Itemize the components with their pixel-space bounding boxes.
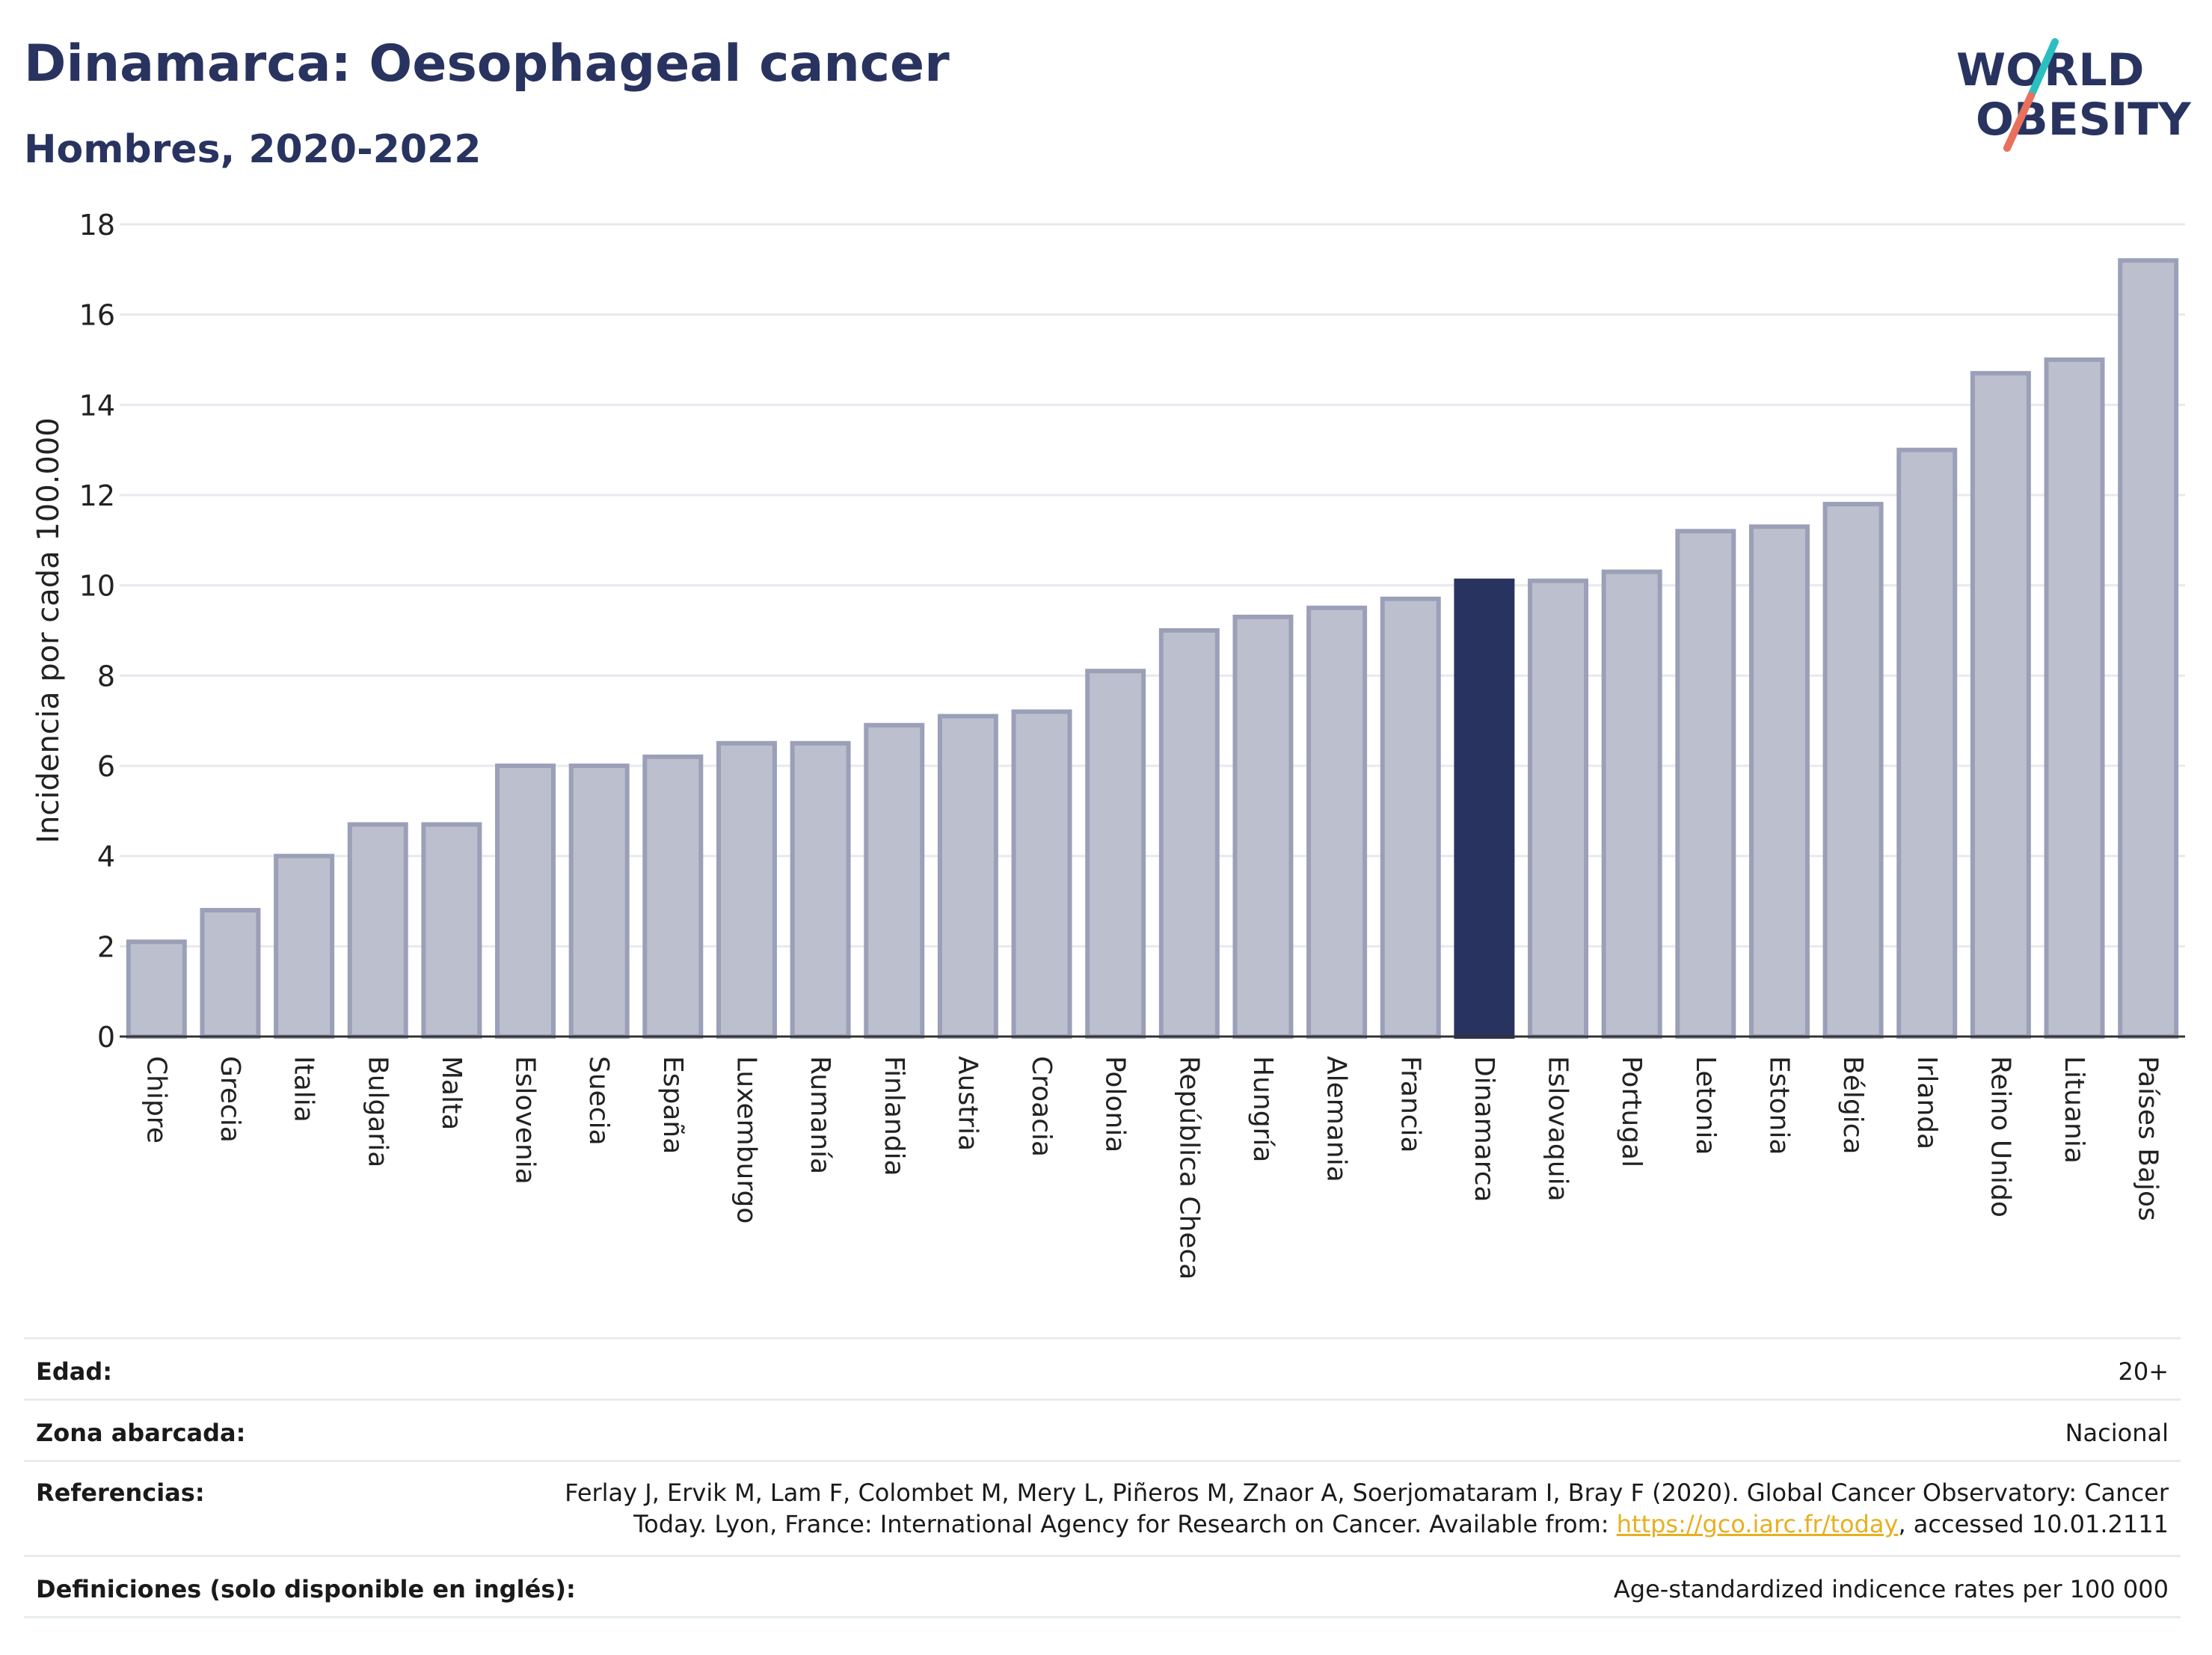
bar-dinamarca	[1454, 578, 1515, 1039]
zone-label: Zona abarcada:	[36, 1419, 246, 1447]
x-tick-label: Bulgaria	[362, 1056, 393, 1167]
y-tick-label: 4	[97, 841, 115, 873]
bar-grecia	[200, 908, 261, 1039]
references-link[interactable]: https://gco.iarc.fr/today	[1616, 1510, 1899, 1538]
bar-bélgica	[1822, 502, 1884, 1039]
references-label: Referencias:	[36, 1479, 205, 1507]
chart-subtitle: Hombres, 2020-2022	[24, 127, 482, 172]
chart-title: Dinamarca: Oesophageal cancer	[24, 34, 950, 93]
y-tick-label: 6	[97, 750, 115, 783]
meta-row-definitions: Definiciones (solo disponible en inglés)…	[24, 1557, 2181, 1618]
bar-finlandia	[864, 722, 925, 1039]
bar-austria	[937, 713, 998, 1040]
bar-francia	[1380, 596, 1441, 1039]
y-tick-label: 10	[79, 570, 115, 603]
x-tick-label: Austria	[952, 1056, 983, 1151]
bar-italia	[274, 853, 335, 1039]
x-tick-label: Países Bajos	[2133, 1056, 2163, 1221]
bar-lituania	[2044, 357, 2105, 1039]
zone-value: Nacional	[2065, 1419, 2169, 1447]
bar-reino-unido	[1970, 371, 2031, 1040]
bar-república-checa	[1158, 628, 1220, 1039]
logo-slash-top	[2027, 38, 2059, 99]
x-tick-label: Finlandia	[879, 1056, 909, 1176]
x-tick-label: Suecia	[583, 1056, 614, 1146]
x-tick-label: República Checa	[1173, 1056, 1204, 1280]
x-tick-label: Croacia	[1026, 1056, 1057, 1157]
references-line-2-text: Today. Lyon, France: International Agenc…	[633, 1510, 1617, 1538]
x-tick-label: Polonia	[1100, 1056, 1131, 1152]
y-tick-label: 14	[79, 389, 115, 422]
x-tick-label: Rumanía	[805, 1056, 835, 1174]
bar-eslovaquia	[1528, 578, 1589, 1039]
x-tick-label: Portugal	[1616, 1056, 1647, 1167]
x-tick-label: Malta	[436, 1056, 467, 1130]
y-tick-label: 8	[97, 660, 115, 693]
x-tick-label: Dinamarca	[1469, 1056, 1499, 1203]
definitions-label: Definiciones (solo disponible en inglés)…	[36, 1575, 576, 1603]
y-tick-label: 2	[97, 930, 115, 963]
bar-países-bajos	[2118, 258, 2179, 1039]
x-tick-label: Hungría	[1247, 1056, 1278, 1162]
y-axis-label: Incidencia por cada 100.000	[31, 417, 66, 844]
bar-estonia	[1748, 524, 1810, 1039]
y-tick-label: 18	[79, 209, 115, 242]
bar-suecia	[568, 764, 630, 1039]
meta-row-zone: Zona abarcada: Nacional	[24, 1401, 2181, 1462]
bar-malta	[421, 822, 482, 1040]
references-line-2: Today. Lyon, France: International Agenc…	[633, 1510, 2169, 1538]
age-value: 20+	[2118, 1357, 2169, 1386]
bar-rumanía	[790, 740, 851, 1039]
bar-eslovenia	[495, 764, 556, 1039]
x-tick-label: Eslovenia	[510, 1056, 541, 1185]
references-line-2-suffix: , accessed 10.01.2111	[1898, 1510, 2169, 1538]
x-tick-label: Chipre	[141, 1056, 171, 1143]
x-tick-label: Grecia	[215, 1056, 245, 1143]
bar-letonia	[1675, 529, 1736, 1039]
bar-alemania	[1306, 605, 1368, 1039]
x-tick-label: Bélgica	[1837, 1056, 1868, 1155]
x-tick-label: España	[657, 1056, 688, 1154]
bar-chipre	[126, 939, 187, 1040]
x-tick-label: Alemania	[1321, 1056, 1352, 1182]
logo-slash-bottom	[2003, 92, 2035, 152]
age-label: Edad:	[36, 1357, 113, 1386]
bar-irlanda	[1896, 447, 1958, 1039]
x-tick-label: Eslovaquia	[1543, 1056, 1573, 1202]
x-tick-label: Irlanda	[1911, 1056, 1942, 1149]
y-tick-label: 0	[97, 1021, 115, 1054]
bar-croacia	[1011, 709, 1072, 1039]
metadata-table: Edad: 20+ Zona abarcada: Nacional Refere…	[24, 1337, 2181, 1624]
bar-luxemburgo	[716, 740, 777, 1039]
x-tick-label: Reino Unido	[1985, 1056, 2015, 1218]
meta-row-age: Edad: 20+	[24, 1339, 2181, 1401]
bar-españa	[642, 754, 704, 1040]
y-tick-label: 16	[79, 299, 115, 332]
y-tick-label: 12	[79, 479, 115, 512]
bar-polonia	[1085, 669, 1146, 1039]
bar-portugal	[1601, 569, 1662, 1039]
references-line-1: Ferlay J, Ervik M, Lam F, Colombet M, Me…	[565, 1479, 2169, 1507]
x-tick-label: Francia	[1395, 1056, 1425, 1153]
x-tick-label: Italia	[289, 1056, 319, 1123]
definitions-value: Age-standardized indicence rates per 100…	[1613, 1575, 2169, 1603]
bar-bulgaria	[347, 822, 408, 1040]
world-obesity-logo: WORLD OBESITY	[1956, 38, 2192, 152]
bar-chart: 0 2 4 6 8 10 12 14 16 18 Incidencia por cada 100.0…	[31, 209, 2185, 1280]
meta-row-references: Referencias: Ferlay J, Ervik M, Lam F, C…	[24, 1462, 2181, 1557]
x-tick-label: Estonia	[1763, 1056, 1794, 1155]
x-tick-label: Letonia	[1690, 1056, 1721, 1155]
bar-hungría	[1232, 614, 1294, 1039]
x-tick-label: Luxemburgo	[731, 1056, 761, 1223]
x-tick-label: Lituania	[2059, 1056, 2089, 1164]
